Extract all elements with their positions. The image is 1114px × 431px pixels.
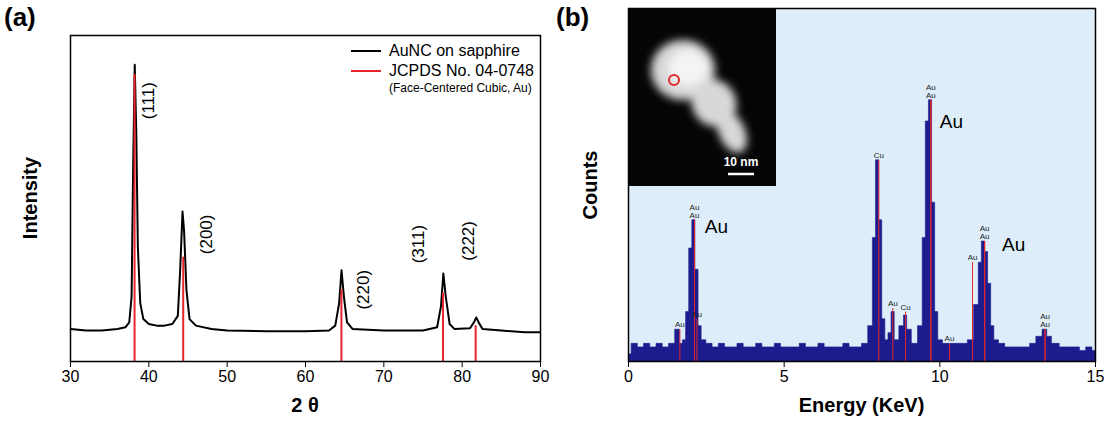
html-text:(b): (b) [556,2,590,32]
svg-text:Au: Au [980,224,990,233]
svg-text:Au: Au [980,232,990,241]
svg-text:(222): (222) [459,221,478,261]
svg-text:(220): (220) [354,270,373,310]
svg-text:Au: Au [1040,312,1050,321]
html-text:2 θ: 2 θ [291,393,319,416]
svg-text:15: 15 [1087,368,1105,385]
svg-text:Cu: Cu [900,303,910,312]
svg-text:Au: Au [926,83,936,92]
html-text:(Face-Centered Cubic, Au): (Face-Centered Cubic, Au) [389,81,532,95]
svg-text:10 nm: 10 nm [724,155,759,169]
svg-text:Au: Au [692,310,702,319]
html-text:JCPDS No. 04-0748: JCPDS No. 04-0748 [389,62,534,79]
svg-text:Au: Au [888,299,898,308]
svg-text:Au: Au [705,216,728,237]
svg-text:(200): (200) [197,215,216,255]
svg-text:10: 10 [931,368,949,385]
svg-text:40: 40 [140,368,158,385]
svg-text:Au: Au [675,320,685,329]
svg-text:(111): (111) [138,82,157,119]
svg-text:80: 80 [453,368,471,385]
html-text:(a): (a) [4,2,36,32]
html-text:Intensity: Intensity [18,156,41,240]
svg-text:Au: Au [1002,234,1025,255]
svg-text:Au: Au [926,91,936,100]
svg-text:50: 50 [218,368,236,385]
svg-text:Au: Au [945,334,955,343]
svg-text:(311): (311) [409,225,428,263]
svg-text:30: 30 [62,368,80,385]
html-text:AuNC on sapphire: AuNC on sapphire [389,42,520,59]
svg-text:5: 5 [780,368,789,385]
svg-text:90: 90 [532,368,550,385]
html-text:Counts: Counts [578,150,601,219]
svg-text:Au: Au [1040,320,1050,329]
svg-text:Au: Au [968,253,978,262]
svg-text:Au: Au [690,211,700,220]
html-text:Energy (KeV): Energy (KeV) [798,393,925,416]
svg-text:Au: Au [690,203,700,212]
svg-text:70: 70 [375,368,393,385]
svg-text:Au: Au [940,111,963,132]
svg-text:Cu: Cu [874,151,884,160]
svg-text:0: 0 [624,368,633,385]
svg-text:60: 60 [297,368,315,385]
